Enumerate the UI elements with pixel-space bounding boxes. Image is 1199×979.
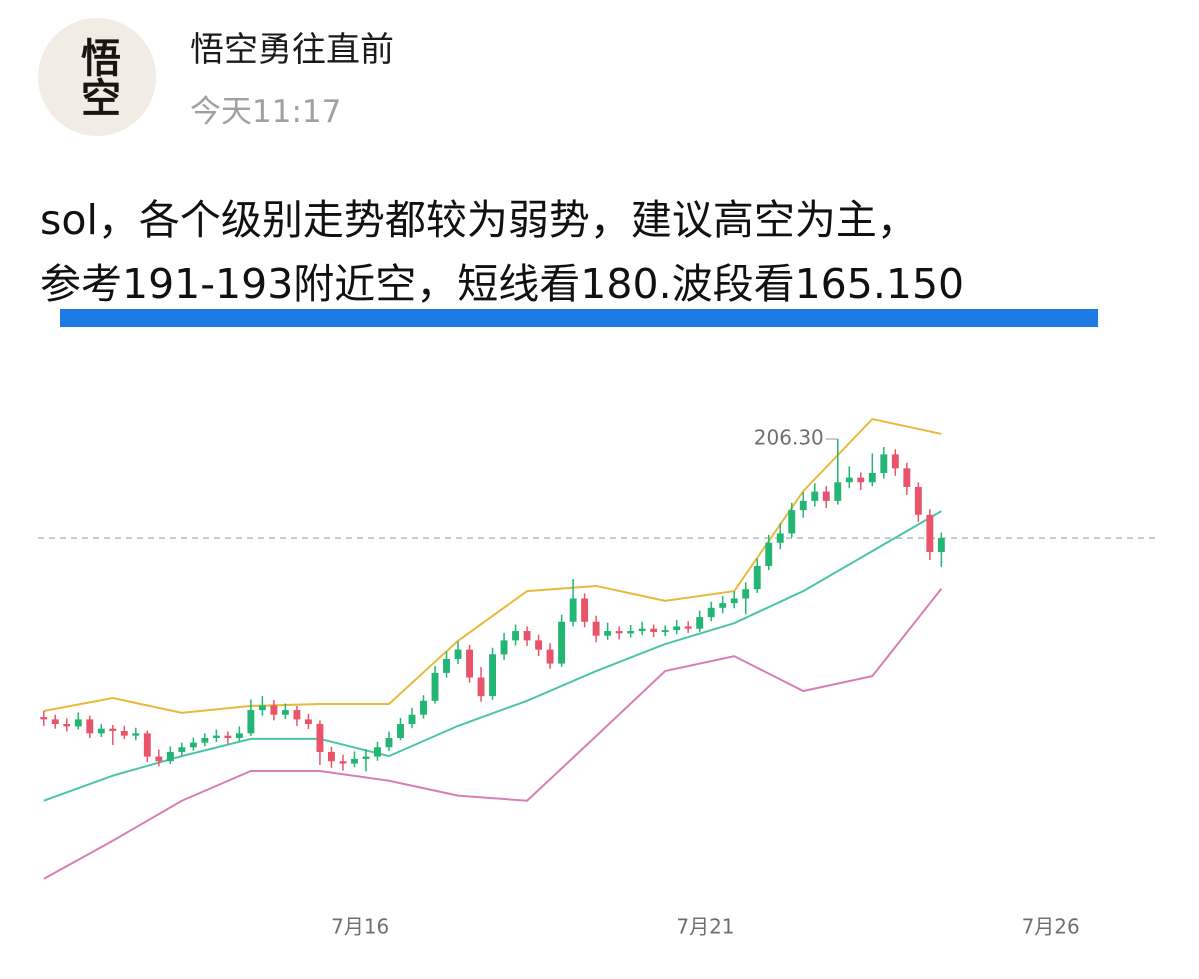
post-text: sol，各个级别走势都较为弱势，建议高空为主，: [40, 196, 918, 244]
candle-body: [500, 640, 508, 655]
candle-body: [86, 719, 94, 734]
candle-body: [304, 719, 312, 725]
band-line: [43, 510, 942, 802]
candle-body: [719, 603, 727, 608]
candle-body: [201, 737, 209, 743]
candle-body: [937, 538, 945, 553]
x-tick-label: 7月26: [1022, 915, 1080, 939]
candle-body: [845, 477, 853, 483]
candle-body: [604, 631, 612, 636]
candle-body: [535, 640, 543, 650]
candle-body: [454, 649, 462, 659]
candle-body: [523, 631, 531, 641]
avatar-text: 悟空: [74, 37, 121, 117]
candle-body: [247, 710, 255, 734]
annotation-label: 206.30: [754, 426, 824, 450]
candle-body: [408, 714, 416, 725]
candle-body: [788, 510, 796, 534]
post-text: 参考191-193附近空，短线看180.波段看165.150: [40, 260, 965, 308]
candle-body: [351, 758, 358, 764]
candle-body: [546, 649, 554, 664]
candle-body: [120, 731, 128, 736]
candle-body: [189, 742, 197, 748]
candle-body: [673, 626, 681, 631]
candle-body: [431, 672, 439, 701]
candle-body: [822, 491, 830, 501]
post-time: 今天11:17: [190, 94, 342, 130]
candle-body: [97, 728, 105, 734]
candle-body: [281, 710, 289, 715]
candle-body: [638, 628, 646, 632]
candle-body: [903, 468, 911, 487]
candle-body: [293, 710, 301, 720]
candle-body: [799, 500, 807, 511]
candle-body: [707, 607, 715, 618]
candle-body: [627, 631, 635, 634]
candle-body: [212, 735, 220, 738]
x-tick-label: 7月16: [331, 915, 389, 939]
candle-body: [880, 454, 888, 473]
candle-body: [569, 598, 577, 622]
candle-body: [316, 724, 324, 752]
candle-body: [40, 717, 48, 720]
candle-body: [868, 472, 876, 483]
candle-body: [132, 733, 140, 736]
candle-body: [558, 621, 566, 664]
candle-body: [696, 617, 704, 629]
candle-body: [109, 728, 117, 732]
candle-body: [466, 649, 473, 678]
candle-body: [753, 565, 761, 590]
candle-body: [63, 724, 71, 727]
candle-body: [235, 733, 243, 738]
x-tick-label: 7月21: [676, 915, 734, 939]
candle-body: [489, 654, 497, 697]
candle-body: [258, 705, 266, 711]
highlight-bar: [60, 309, 1098, 327]
candle-body: [650, 628, 658, 632]
candle-body: [374, 747, 381, 757]
avatar[interactable]: 悟空: [38, 18, 156, 136]
candle-body: [178, 747, 186, 752]
candle-body: [224, 735, 232, 738]
candle-body: [742, 589, 750, 599]
candle-body: [477, 677, 485, 697]
candle-body: [926, 514, 934, 553]
candle-body: [776, 533, 784, 543]
candle-body: [730, 598, 738, 604]
candle-body: [385, 737, 393, 748]
candle-body: [615, 631, 623, 634]
candle-body: [74, 719, 82, 727]
candle-body: [51, 719, 59, 725]
candle-body: [512, 631, 520, 641]
candle-body: [834, 482, 842, 501]
candle-body: [155, 756, 163, 762]
candle-body: [143, 733, 151, 757]
candle-body: [661, 630, 669, 632]
band-line: [43, 588, 943, 880]
candle-body: [339, 761, 347, 764]
candle-body: [765, 542, 773, 566]
candle-body: [592, 621, 600, 636]
candle-body: [914, 486, 922, 515]
candle-body: [684, 626, 692, 629]
candle-body: [397, 724, 404, 738]
candle-body: [811, 491, 819, 501]
candle-body: [857, 477, 865, 483]
candle-body: [443, 658, 450, 673]
candle-body: [581, 598, 589, 622]
candle-body: [891, 454, 899, 469]
candle-body: [362, 756, 370, 759]
candle-body: [327, 751, 335, 762]
author-name[interactable]: 悟空勇往直前: [190, 30, 394, 70]
candle-body: [166, 751, 174, 762]
candle-body: [270, 705, 278, 715]
candle-body: [420, 700, 427, 715]
